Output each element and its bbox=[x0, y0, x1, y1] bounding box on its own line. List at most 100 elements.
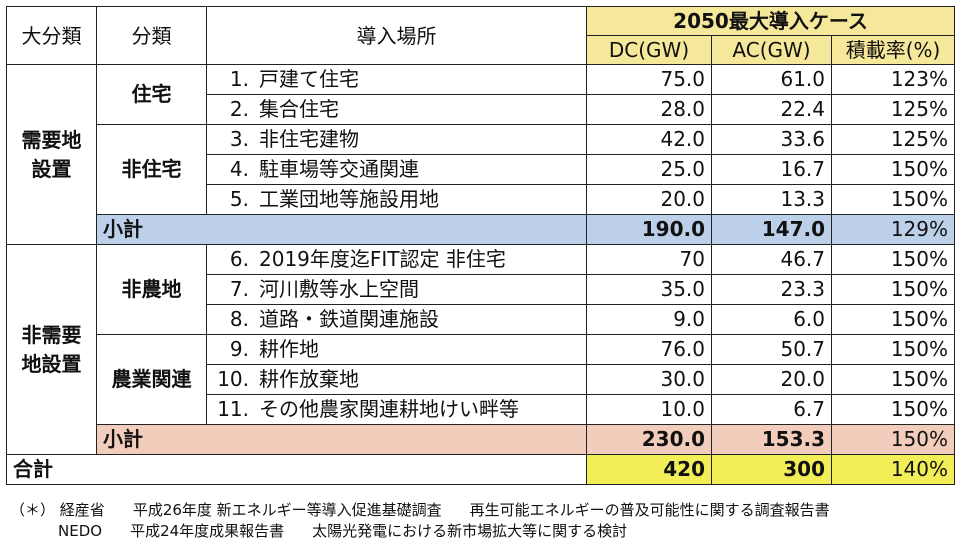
row-number: 10. bbox=[217, 367, 249, 391]
dc-cell: 30.0 bbox=[586, 364, 712, 395]
class-label-agriculture: 農業関連 bbox=[96, 334, 207, 425]
group-label-line: 設置 bbox=[31, 156, 72, 181]
note-title: 再生可能エネルギーの普及可能性に関する調査報告書 bbox=[469, 501, 830, 519]
ratio-cell: 125% bbox=[830, 124, 956, 155]
header-dc: DC(GW) bbox=[586, 35, 712, 65]
subtotal-row-non-demand: 小計 230.0 153.3 150% bbox=[6, 424, 956, 455]
class-label-non-residential: 非住宅 bbox=[96, 124, 207, 215]
dc-cell: 42.0 bbox=[586, 124, 712, 155]
subtotal-row-demand: 小計 190.0 147.0 129% bbox=[6, 214, 956, 245]
total-ratio: 140% bbox=[830, 454, 956, 485]
table-row: 非需要 地設置 非農地 6. 2019年度迄FIT認定 非住宅 70 46.7 1… bbox=[6, 244, 956, 455]
subtotal-ac: 153.3 bbox=[711, 424, 832, 455]
ac-cell: 13.3 bbox=[711, 184, 832, 215]
ratio-cell: 150% bbox=[830, 184, 956, 215]
ac-cell: 46.7 bbox=[711, 244, 832, 275]
table-row: 10. 耕作放棄地 30.0 20.0 150% bbox=[7, 364, 956, 395]
dc-cell: 70 bbox=[586, 244, 712, 275]
group-label-line: 地設置 bbox=[21, 351, 82, 376]
place-cell: 2. 集合住宅 bbox=[206, 94, 587, 125]
source-notes: （＊） 経産省 平成26年度 新エネルギー等導入促進基礎調査 再生可能エネルギーの普… bbox=[10, 500, 830, 542]
header-ac: AC(GW) bbox=[711, 35, 832, 65]
row-number: 2. bbox=[229, 97, 249, 121]
subtotal-ratio: 129% bbox=[830, 214, 956, 245]
dc-cell: 10.0 bbox=[586, 394, 712, 425]
group-label-non-demand: 非需要 地設置 bbox=[6, 244, 97, 455]
ac-cell: 33.6 bbox=[711, 124, 832, 155]
place-name: 工業団地等施設用地 bbox=[259, 187, 439, 211]
ac-cell: 23.3 bbox=[711, 274, 832, 305]
row-number: 8. bbox=[229, 307, 249, 331]
dc-cell: 35.0 bbox=[586, 274, 712, 305]
subtotal-label: 小計 bbox=[96, 214, 587, 245]
dc-cell: 75.0 bbox=[586, 64, 712, 95]
table-row: 4. 駐車場等交通関連 25.0 16.7 150% bbox=[7, 154, 956, 185]
table-row: 非住宅 3. 非住宅建物 42.0 33.6 125% bbox=[7, 124, 956, 215]
row-number: 4. bbox=[229, 157, 249, 181]
note-org: 経産省 bbox=[59, 501, 105, 519]
header-place: 導入場所 bbox=[206, 6, 587, 65]
row-number: 1. bbox=[229, 67, 249, 91]
ac-cell: 16.7 bbox=[711, 154, 832, 185]
subtotal-dc: 230.0 bbox=[586, 424, 712, 455]
place-cell: 1. 戸建て住宅 bbox=[206, 64, 587, 95]
place-name: 道路・鉄道関連施設 bbox=[259, 307, 439, 331]
source-note-2: NEDO 平成24年度成果報告書 太陽光発電における新市場拡大等に関する検討 bbox=[10, 521, 830, 542]
ratio-cell: 150% bbox=[830, 274, 956, 305]
note-title: 太陽光発電における新市場拡大等に関する検討 bbox=[312, 522, 628, 540]
dc-cell: 28.0 bbox=[586, 94, 712, 125]
ratio-cell: 150% bbox=[830, 154, 956, 185]
ac-cell: 22.4 bbox=[711, 94, 832, 125]
table-row: 8. 道路・鉄道関連施設 9.0 6.0 150% bbox=[7, 304, 956, 335]
place-name: 非住宅建物 bbox=[259, 127, 359, 151]
place-name: 集合住宅 bbox=[259, 97, 339, 121]
place-name: 駐車場等交通関連 bbox=[259, 157, 419, 181]
row-number: 7. bbox=[229, 277, 249, 301]
total-ac: 300 bbox=[711, 454, 832, 485]
group-label-line: 需要地 bbox=[21, 127, 82, 152]
note-org: NEDO bbox=[58, 522, 103, 540]
ratio-cell: 150% bbox=[830, 304, 956, 335]
class-label-non-farmland: 非農地 bbox=[96, 244, 207, 335]
place-cell: 10. 耕作放棄地 bbox=[206, 364, 587, 395]
place-cell: 3. 非住宅建物 bbox=[206, 124, 587, 155]
place-name: 2019年度迄FIT認定 非住宅 bbox=[259, 247, 506, 271]
ratio-cell: 125% bbox=[830, 94, 956, 125]
dc-cell: 25.0 bbox=[586, 154, 712, 185]
ratio-cell: 123% bbox=[830, 64, 956, 95]
row-number: 6. bbox=[229, 247, 249, 271]
table-row: 5. 工業団地等施設用地 20.0 13.3 150% bbox=[7, 184, 956, 215]
header-class: 分類 bbox=[96, 6, 207, 65]
total-dc: 420 bbox=[586, 454, 712, 485]
row-number: 11. bbox=[217, 397, 249, 421]
subtotal-ac: 147.0 bbox=[711, 214, 832, 245]
place-cell: 4. 駐車場等交通関連 bbox=[206, 154, 587, 185]
place-name: 耕作放棄地 bbox=[259, 367, 359, 391]
dc-cell: 9.0 bbox=[586, 304, 712, 335]
group-label-demand: 需要地 設置 bbox=[6, 64, 97, 245]
dc-cell: 20.0 bbox=[586, 184, 712, 215]
place-cell: 9. 耕作地 bbox=[206, 334, 587, 365]
place-name: 河川敷等水上空間 bbox=[259, 277, 419, 301]
total-row: 合計 420 300 140% bbox=[6, 454, 956, 485]
place-name: 耕作地 bbox=[259, 337, 319, 361]
source-note-1: （＊） 経産省 平成26年度 新エネルギー等導入促進基礎調査 再生可能エネルギーの普… bbox=[10, 500, 830, 521]
ratio-cell: 150% bbox=[830, 364, 956, 395]
deployment-table: 大分類 分類 導入場所 2050最大導入ケース DC(GW) AC(GW) 積載… bbox=[6, 6, 956, 485]
subtotal-ratio: 150% bbox=[830, 424, 956, 455]
row-number: 9. bbox=[229, 337, 249, 361]
ac-cell: 6.7 bbox=[711, 394, 832, 425]
ac-cell: 20.0 bbox=[711, 364, 832, 395]
place-cell: 7. 河川敷等水上空間 bbox=[206, 274, 587, 305]
ratio-cell: 150% bbox=[830, 334, 956, 365]
header-case-title: 2050最大導入ケース bbox=[585, 6, 956, 36]
subtotal-dc: 190.0 bbox=[586, 214, 712, 245]
table-row: 11. その他農家関連耕地けい畔等 10.0 6.7 150% bbox=[7, 394, 956, 425]
ratio-cell: 150% bbox=[830, 244, 956, 275]
header-major-class: 大分類 bbox=[6, 6, 97, 65]
note-survey: 平成24年度成果報告書 bbox=[130, 522, 285, 540]
total-label: 合計 bbox=[6, 454, 587, 485]
group-label-line: 非需要 bbox=[21, 322, 82, 347]
table-row: 農業関連 9. 耕作地 76.0 50.7 150% bbox=[7, 334, 956, 425]
